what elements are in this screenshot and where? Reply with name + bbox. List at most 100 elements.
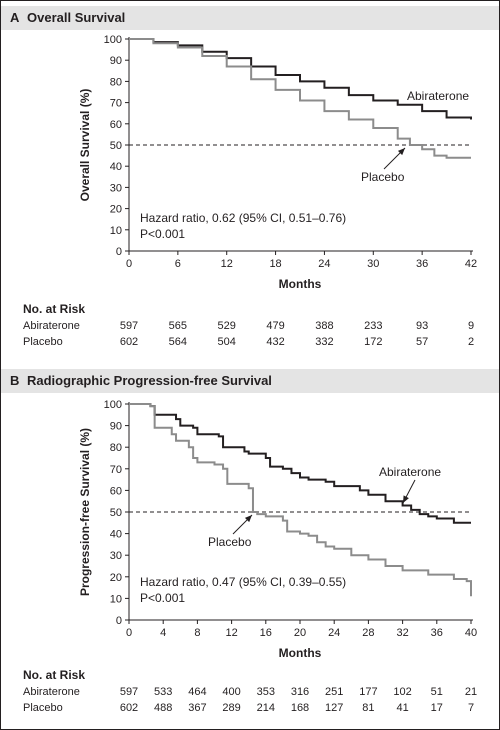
risk-cell: 102 bbox=[393, 686, 412, 698]
x-tick-label: 36 bbox=[416, 258, 428, 270]
series-label-placebo: Placebo bbox=[208, 535, 252, 549]
risk-cell: 504 bbox=[217, 336, 236, 348]
y-tick-label: 70 bbox=[110, 464, 122, 476]
x-tick-label: 42 bbox=[465, 258, 477, 270]
risk-cell: 127 bbox=[325, 702, 344, 714]
hazard-ratio-text: Hazard ratio, 0.62 (95% CI, 0.51–0.76) bbox=[140, 211, 346, 225]
risk-cell: 17 bbox=[430, 702, 443, 714]
risk-cell: 602 bbox=[119, 336, 139, 348]
risk-cell: 172 bbox=[364, 336, 383, 348]
risk-table-title: No. at Risk bbox=[23, 668, 86, 682]
risk-cell: 177 bbox=[359, 686, 378, 698]
y-tick-label: 40 bbox=[110, 529, 122, 541]
risk-table-title: No. at Risk bbox=[23, 302, 86, 316]
y-axis-label: Progression-free Survival (%) bbox=[78, 428, 92, 596]
risk-cell: 464 bbox=[188, 686, 207, 698]
risk-cell: 2 bbox=[467, 336, 475, 348]
y-tick-label: 20 bbox=[110, 572, 122, 584]
y-tick-label: 40 bbox=[110, 161, 122, 173]
panel-a-header: A Overall Survival bbox=[1, 6, 499, 30]
y-tick-label: 90 bbox=[110, 55, 122, 67]
risk-cell: 388 bbox=[315, 320, 334, 332]
y-tick-label: 50 bbox=[110, 140, 122, 152]
risk-cell: 564 bbox=[168, 336, 188, 348]
x-tick-label: 12 bbox=[221, 258, 233, 270]
y-axis-label: Overall Survival (%) bbox=[78, 89, 92, 202]
x-tick-label: 4 bbox=[160, 627, 166, 639]
y-tick-label: 10 bbox=[110, 225, 122, 237]
x-tick-label: 0 bbox=[126, 258, 132, 270]
risk-cell: 533 bbox=[154, 686, 173, 698]
risk-cell: 400 bbox=[222, 686, 241, 698]
x-tick-label: 6 bbox=[175, 258, 181, 270]
risk-cell: 41 bbox=[396, 702, 409, 714]
risk-cell: 168 bbox=[290, 702, 310, 714]
y-tick-label: 100 bbox=[104, 34, 122, 46]
pfs-chart: 0 10 20 30 40 50 60 70 80 90 100 0 4 8 12 16 20 24 28 32 36 4… bbox=[78, 399, 477, 660]
risk-cell: 602 bbox=[119, 702, 139, 714]
risk-cell: 479 bbox=[266, 320, 285, 332]
y-tick-label: 10 bbox=[110, 593, 122, 605]
y-tick-label: 60 bbox=[110, 119, 122, 131]
y-tick-label: 30 bbox=[110, 182, 122, 194]
y-tick-label: 80 bbox=[110, 76, 122, 88]
series-line-placebo bbox=[129, 403, 472, 597]
series-label-abiraterone: Abiraterone bbox=[407, 89, 469, 103]
y-tick-label: 100 bbox=[104, 399, 122, 411]
x-axis-label: Months bbox=[279, 277, 322, 291]
y-tick-label: 30 bbox=[110, 550, 122, 562]
panel-b-letter: B bbox=[10, 373, 20, 388]
arrow-head bbox=[397, 148, 405, 156]
risk-cell: 214 bbox=[256, 702, 275, 714]
x-tick-label: 0 bbox=[126, 627, 132, 639]
panel-b-title: Radiographic Progression-free Survival bbox=[27, 373, 272, 388]
x-axis-label: Months bbox=[279, 646, 322, 660]
x-tick-label: 40 bbox=[465, 627, 477, 639]
x-tick-label: 24 bbox=[318, 258, 330, 270]
series-line-abiraterone bbox=[129, 38, 472, 120]
risk-cell: 597 bbox=[119, 320, 139, 332]
risk-cell: 57 bbox=[416, 336, 429, 348]
series-label-placebo: Placebo bbox=[361, 170, 405, 184]
y-tick-label: 60 bbox=[110, 485, 122, 497]
risk-cell: 93 bbox=[416, 320, 429, 332]
x-tick-label: 36 bbox=[431, 627, 443, 639]
risk-cell: 332 bbox=[315, 336, 334, 348]
risk-cell: 565 bbox=[168, 320, 188, 332]
risk-cell: 597 bbox=[119, 686, 139, 698]
risk-cell: 488 bbox=[154, 702, 173, 714]
hazard-ratio-text: Hazard ratio, 0.47 (95% CI, 0.39–0.55) bbox=[140, 575, 346, 589]
risk-cell: 51 bbox=[430, 686, 443, 698]
y-tick-label: 0 bbox=[116, 246, 122, 258]
risk-cell: 367 bbox=[188, 702, 207, 714]
risk-row-label: Abiraterone bbox=[23, 686, 80, 698]
x-tick-label: 12 bbox=[225, 627, 237, 639]
x-tick-label: 28 bbox=[362, 627, 374, 639]
risk-cell: 353 bbox=[256, 686, 275, 698]
risk-row-label: Placebo bbox=[23, 702, 63, 714]
x-tick-label: 18 bbox=[269, 258, 281, 270]
risk-cell: 21 bbox=[464, 686, 478, 698]
p-value-text: P<0.001 bbox=[140, 591, 185, 605]
series-line-abiraterone bbox=[129, 403, 471, 524]
x-tick-label: 30 bbox=[367, 258, 379, 270]
panel-a-title: Overall Survival bbox=[27, 10, 126, 25]
risk-cell: 432 bbox=[266, 336, 285, 348]
risk-cell: 81 bbox=[362, 702, 375, 714]
x-tick-label: 32 bbox=[396, 627, 408, 639]
risk-cell: 316 bbox=[290, 686, 310, 698]
panel-b-header: B Radiographic Progression-free Survival bbox=[1, 369, 499, 393]
overall-survival-chart: 0 10 20 30 40 50 60 70 80 90 100 0 6 12 18 24 30 36 42 Mont… bbox=[78, 34, 477, 291]
risk-cell: 251 bbox=[325, 686, 344, 698]
x-tick-label: 8 bbox=[194, 627, 200, 639]
risk-row-label: Abiraterone bbox=[23, 320, 80, 332]
risk-cell: 7 bbox=[467, 702, 475, 714]
x-tick-label: 20 bbox=[294, 627, 306, 639]
y-tick-label: 80 bbox=[110, 442, 122, 454]
y-tick-label: 90 bbox=[110, 421, 122, 433]
x-tick-label: 24 bbox=[328, 627, 340, 639]
risk-cell: 233 bbox=[364, 320, 383, 332]
risk-cell: 9 bbox=[467, 320, 475, 332]
y-tick-label: 50 bbox=[110, 507, 122, 519]
